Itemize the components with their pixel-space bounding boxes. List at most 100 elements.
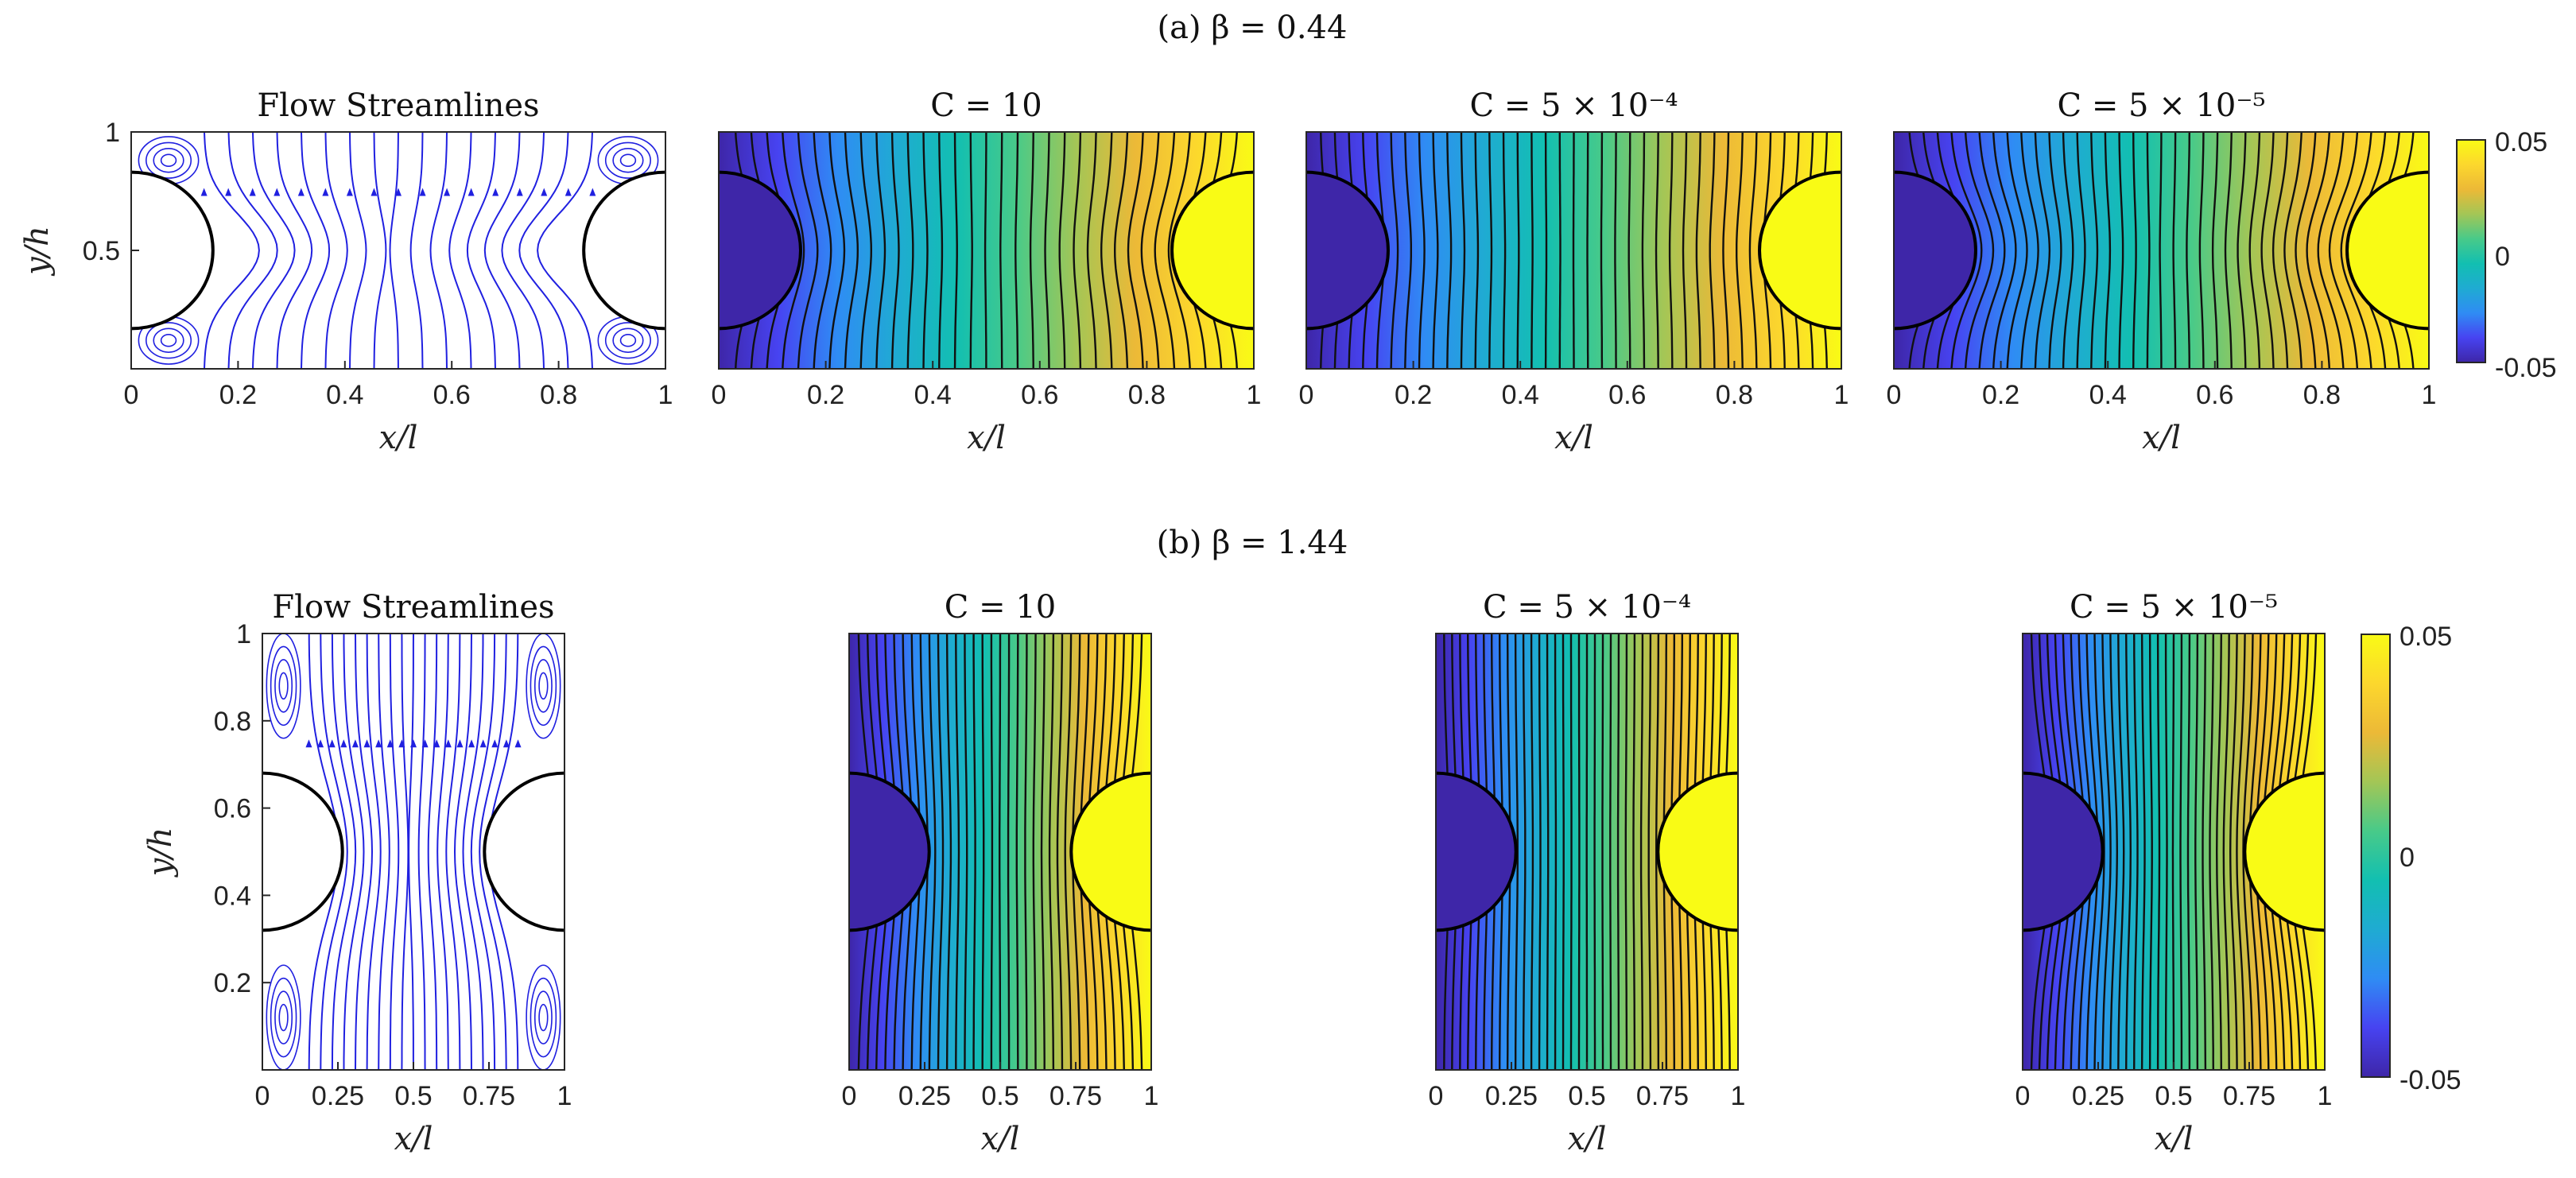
x-axis-label: x/l xyxy=(1554,420,1593,456)
x-tick-label: 0.6 xyxy=(1608,380,1646,410)
contour-line xyxy=(1950,132,1983,369)
contour-line xyxy=(2109,634,2119,1070)
panel-a4: C = 5 × 10⁻⁵ 0 0.2 0.4 0.6 0.8 1 x/l xyxy=(1887,87,2437,456)
x-tick-label: 0.2 xyxy=(807,380,844,410)
contour-line xyxy=(2229,634,2238,1070)
vortex-loop xyxy=(274,659,293,713)
vortex-loop xyxy=(612,148,644,173)
streamline-arrow xyxy=(297,188,305,196)
vortex-loop xyxy=(153,327,184,353)
contour-line xyxy=(1558,132,1562,369)
contour-line xyxy=(955,634,960,1070)
x-axis-label: x/l xyxy=(967,420,1006,456)
obstacles xyxy=(1436,771,1738,932)
panel-a2: C = 10 0 0.2 0.4 0.6 0.8 1 x/l xyxy=(712,87,1262,456)
streamline-arrow xyxy=(346,188,353,196)
contour-line xyxy=(1647,634,1652,1070)
contour-line xyxy=(983,132,987,369)
vortex-loop xyxy=(604,322,651,359)
vortex-loop xyxy=(145,322,192,359)
contour-line xyxy=(999,132,1003,369)
y-tick-label: 1 xyxy=(105,118,120,148)
vortex-loop xyxy=(274,990,293,1044)
contour-line xyxy=(1100,132,1113,369)
obstacles xyxy=(1894,170,2429,331)
x-tick-label: 0.2 xyxy=(219,380,257,410)
contour-line xyxy=(2222,634,2230,1070)
contour-line xyxy=(1600,132,1604,369)
streamline xyxy=(470,634,496,1070)
streamline-arrow xyxy=(317,739,324,748)
contour-line xyxy=(1627,132,1631,369)
contour-line xyxy=(1655,634,1660,1070)
contour-line xyxy=(1015,634,1019,1070)
contour-line xyxy=(1538,634,1542,1070)
obstacles xyxy=(131,170,665,331)
vortex-loop xyxy=(538,1003,549,1032)
contour-line xyxy=(1488,132,1493,369)
x-tick-label: 0 xyxy=(1299,380,1314,410)
x-tick-label: 0 xyxy=(2015,1081,2031,1111)
contour-line xyxy=(1029,132,1034,369)
contour-line xyxy=(1514,634,1519,1070)
vortex-loop xyxy=(270,645,297,727)
streamline-arrow xyxy=(433,739,440,748)
x-tick-label: 1 xyxy=(2318,1081,2333,1111)
panel-b4: C = 5 × 10⁻⁵ 0 0.25 0.5 0.75 1 x/l xyxy=(2015,589,2333,1157)
contour-line xyxy=(1073,132,1082,369)
contour-line xyxy=(1748,132,1758,369)
contour-line xyxy=(1572,132,1575,369)
streamline-arrow xyxy=(421,739,429,748)
contour-line xyxy=(1562,634,1565,1070)
contour-line xyxy=(782,132,805,369)
contour-line xyxy=(2237,132,2247,369)
contour-line xyxy=(945,634,952,1070)
contour-line xyxy=(1530,634,1534,1070)
contour-line xyxy=(1641,132,1646,369)
y-tick-label: 0.2 xyxy=(214,968,251,998)
streamline-arrow xyxy=(444,188,451,196)
streamline xyxy=(462,634,484,1070)
streamline-bg xyxy=(131,132,665,369)
x-tick-label: 0.4 xyxy=(914,380,952,410)
contour-line xyxy=(2211,132,2219,369)
x-tick-label: 0.75 xyxy=(1636,1081,1689,1111)
streamline xyxy=(537,132,593,369)
contour-line xyxy=(2224,132,2233,369)
colorbar: 0.05 0 -0.05 xyxy=(2361,622,2462,1095)
contour-line xyxy=(1655,132,1659,369)
contour-line xyxy=(2295,132,2317,369)
axes-frame xyxy=(1305,131,1842,370)
contour-line xyxy=(953,132,958,369)
contour-lines xyxy=(2030,634,2318,1070)
contour-line xyxy=(1048,634,1055,1070)
contour-line xyxy=(1140,132,1160,369)
contour-line xyxy=(938,132,944,369)
x-tick-label: 1 xyxy=(658,380,673,410)
vortex-loop xyxy=(530,645,557,727)
contour-line xyxy=(1390,132,1399,369)
x-tick-label: 0 xyxy=(255,1081,270,1111)
x-tick-label: 0 xyxy=(1887,380,1902,410)
contour-line xyxy=(2159,132,2163,369)
contour-line xyxy=(1616,634,1620,1070)
contour-line xyxy=(1546,634,1550,1070)
contour-line xyxy=(2118,132,2124,369)
x-tick-label: 0.75 xyxy=(463,1081,515,1111)
contour-line xyxy=(1404,132,1412,369)
vortex-loop xyxy=(619,333,637,347)
contour-line xyxy=(844,132,859,369)
contour-line xyxy=(1992,132,2017,369)
contour-line xyxy=(1624,634,1628,1070)
axes-frame xyxy=(718,131,1255,370)
contour-lines xyxy=(1908,132,2415,369)
streamline xyxy=(448,132,472,369)
contour-line xyxy=(937,634,945,1070)
streamline xyxy=(373,132,387,369)
contour-line xyxy=(1474,132,1480,369)
contour-line xyxy=(2148,634,2153,1070)
contour-line xyxy=(2006,132,2028,369)
contour-line xyxy=(1609,634,1612,1070)
panel-a1: Flow Streamlines 0 0.2 0.4 0.6 0.8 1 x/l 1 0.5 y/h xyxy=(19,87,673,456)
streamline xyxy=(349,132,367,369)
